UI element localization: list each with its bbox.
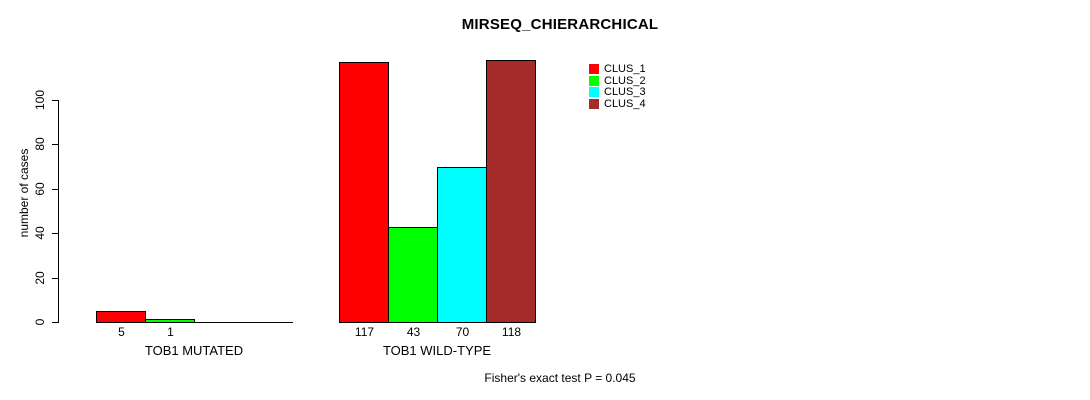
y-tick xyxy=(52,278,58,279)
y-tick xyxy=(52,233,58,234)
y-tick xyxy=(52,144,58,145)
bar-clus_1-mutated xyxy=(96,311,146,323)
annotation-fisher-test: Fisher's exact test P = 0.045 xyxy=(484,371,636,385)
y-tick-label: 100 xyxy=(33,89,47,111)
y-tick xyxy=(52,322,58,323)
y-tick-label: 80 xyxy=(33,137,47,151)
legend-swatch-clus_1 xyxy=(589,64,599,74)
legend-swatch-clus_4 xyxy=(589,98,599,109)
legend-label-clus_4: CLUS_4 xyxy=(604,97,646,110)
bar-clus_3-wildtype xyxy=(437,167,487,323)
legend-swatch-clus_3 xyxy=(589,87,599,97)
legend-swatch-clus_2 xyxy=(589,75,599,86)
bar-value-label: 1 xyxy=(167,325,174,339)
bar-value-label: 70 xyxy=(455,325,470,339)
y-tick-label: 40 xyxy=(33,226,47,240)
bar-value-label: 5 xyxy=(118,325,125,339)
y-tick-label: 60 xyxy=(33,182,47,196)
chart-title: MIRSEQ_CHIERARCHICAL xyxy=(461,16,659,33)
bar-clus_2-mutated xyxy=(145,319,195,323)
bar-clus_2-wildtype xyxy=(388,227,438,323)
legend-label-clus_1: CLUS_1 xyxy=(604,63,646,75)
bar-value-label: 43 xyxy=(406,325,421,339)
group-label: TOB1 MUTATED xyxy=(144,343,244,358)
group-label: TOB1 WILD-TYPE xyxy=(382,343,492,358)
y-tick xyxy=(52,100,58,101)
bar-clus_1-wildtype xyxy=(339,62,389,323)
y-tick-label: 0 xyxy=(33,318,47,326)
legend-label-clus_3: CLUS_3 xyxy=(604,86,646,98)
y-axis xyxy=(58,100,59,323)
bar-value-label: 118 xyxy=(501,325,522,339)
legend-label-clus_2: CLUS_2 xyxy=(604,74,646,87)
bar-value-label: 117 xyxy=(354,325,375,339)
y-tick xyxy=(52,189,58,190)
bar-clus_4-wildtype xyxy=(486,60,536,323)
y-tick-label: 20 xyxy=(33,271,47,285)
